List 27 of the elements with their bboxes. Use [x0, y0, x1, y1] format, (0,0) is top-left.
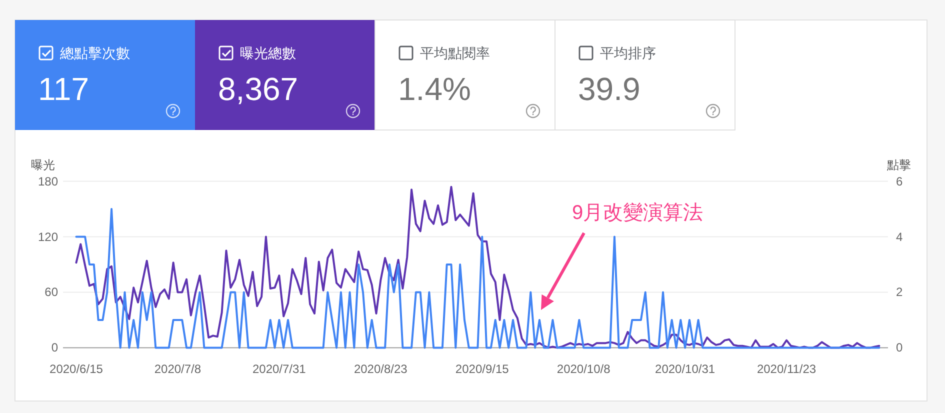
category-label: 總點擊次數: [59, 45, 130, 61]
y-tick-label: 180: [38, 174, 58, 188]
x-tick-label: 2020/7/8: [154, 362, 202, 376]
y2-axis-title: 點擊: [886, 158, 911, 172]
x-tick-label: 2020/11/23: [756, 362, 816, 376]
text: 8,367: [218, 71, 298, 107]
category-label: 平均點閱率: [420, 45, 490, 61]
y-tick-label: 120: [38, 230, 58, 244]
x-tick-label: 2020/7/31: [252, 362, 306, 376]
y2-tick-label: 0: [896, 340, 903, 355]
y-tick-label: 0: [51, 340, 58, 355]
x-tick-label: 2020/10/8: [556, 362, 611, 376]
x-tick-label: 2020/6/15: [50, 362, 104, 376]
y-tick-label: 60: [44, 285, 58, 300]
y2-tick-label: 4: [896, 230, 903, 244]
y2-tick-label: 6: [896, 174, 903, 188]
category-label: 平均排序: [600, 45, 656, 61]
x-tick-label: 2020/9/15: [455, 362, 510, 376]
x-tick-label: 2020/8/23: [354, 362, 408, 376]
y2-tick-label: 2: [896, 285, 903, 300]
annotation: 9月改變演算法: [572, 202, 704, 224]
x-tick-label: 2020/10/31: [655, 362, 716, 376]
category-label: 曝光總數: [240, 45, 296, 61]
text: 39.9: [578, 71, 640, 107]
text: 117: [38, 71, 90, 107]
text: 1.4%: [398, 71, 471, 107]
y-axis-title: 曝光: [31, 158, 55, 172]
